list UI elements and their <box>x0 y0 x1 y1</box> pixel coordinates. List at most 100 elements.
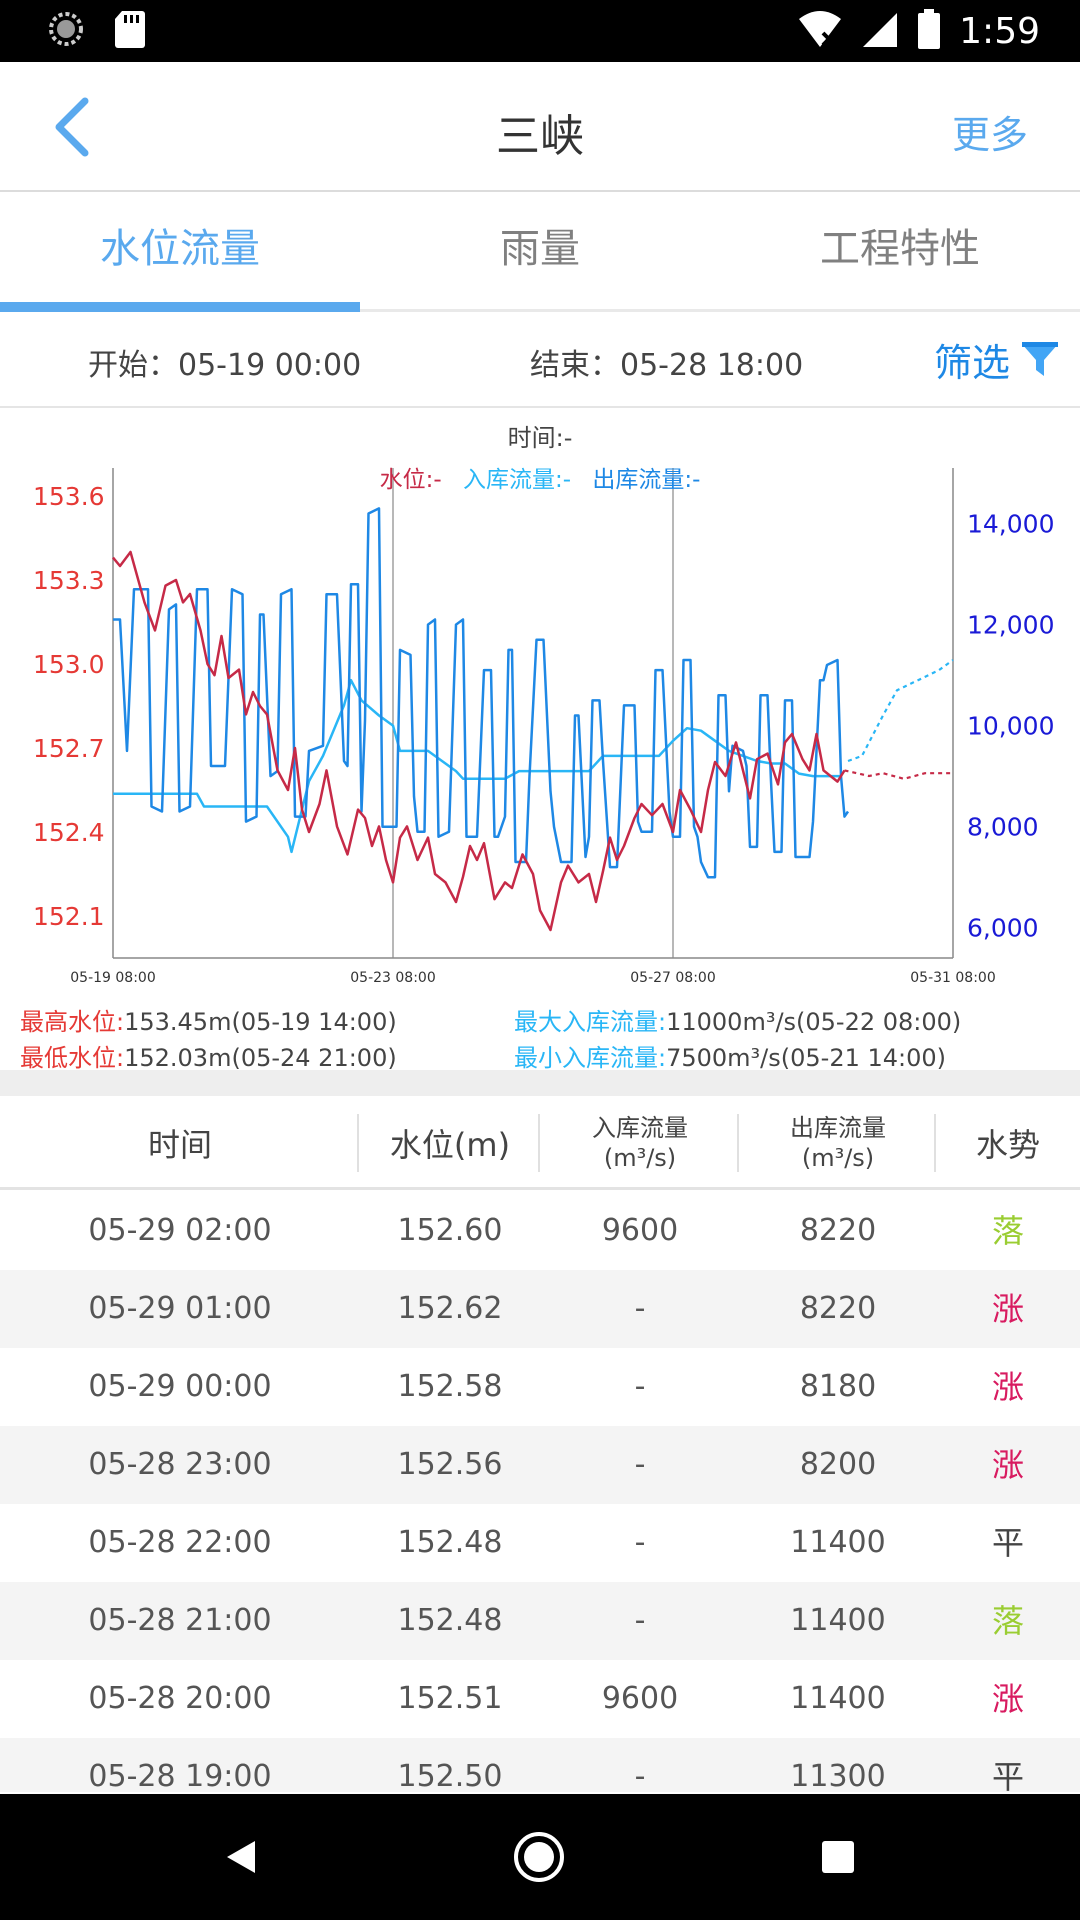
cell-outflow: 11400 <box>790 1681 886 1716</box>
cell-inflow: - <box>634 1291 646 1326</box>
status-bar: 1:59 <box>0 0 1080 62</box>
chart-stats: 最高水位:153.45m(05-19 14:00) 最低水位:152.03m(0… <box>0 1000 1080 1073</box>
cell-time: 05-29 01:00 <box>88 1291 272 1326</box>
y-left-tick-label: 152.1 <box>33 902 105 931</box>
stat-max-inflow: 最大入库流量:11000m³/s(05-22 08:00) <box>514 1002 961 1037</box>
cell-trend: 落 <box>991 1212 1024 1250</box>
end-time[interactable]: 结束：05-28 18:00 <box>530 348 804 383</box>
cell-outflow: 11300 <box>790 1759 886 1792</box>
series-water-level-line <box>112 550 846 932</box>
cell-level: 152.62 <box>397 1291 503 1326</box>
cell-level: 152.50 <box>397 1759 503 1792</box>
cell-outflow: 8220 <box>799 1291 877 1326</box>
start-time[interactable]: 开始：05-19 00:00 <box>88 348 362 383</box>
cell-time: 05-28 19:00 <box>88 1759 272 1792</box>
header-outflow: 出库流量 (m³/s) <box>740 1096 936 1190</box>
table-row[interactable]: 05-29 00:00 152.58 - 8180 涨 <box>0 1348 1080 1426</box>
cell-trend: 涨 <box>991 1446 1024 1484</box>
header-inflow-title: 入库流量 <box>592 1114 688 1142</box>
series-inflow-forecast-line <box>847 659 954 763</box>
header-divider <box>737 1114 739 1172</box>
stat-value: 152.03m(05-24 21:00) <box>124 1044 397 1072</box>
header-outflow-unit: (m³/s) <box>801 1144 875 1172</box>
header-level: 水位(m) <box>389 1126 511 1164</box>
nav-recents-button[interactable] <box>803 1822 873 1892</box>
table-row[interactable]: 05-28 21:00 152.48 - 11400 落 <box>0 1582 1080 1660</box>
battery-icon <box>917 9 941 53</box>
table-row[interactable]: 05-28 22:00 152.48 - 11400 平 <box>0 1504 1080 1582</box>
stat-value: 153.45m(05-19 14:00) <box>124 1008 397 1036</box>
tab-label: 雨量 <box>500 226 580 272</box>
cell-time: 05-29 00:00 <box>88 1369 272 1404</box>
circle-home-icon <box>514 1832 564 1882</box>
stat-min-inflow: 最小入库流量:7500m³/s(05-21 14:00) <box>514 1038 946 1073</box>
cell-inflow: - <box>634 1603 646 1638</box>
table-row[interactable]: 05-28 19:00 152.50 - 11300 平 <box>0 1738 1080 1792</box>
cell-inflow: - <box>634 1447 646 1482</box>
tab-rainfall[interactable]: 雨量 <box>360 194 720 309</box>
y-right-tick-label: 8,000 <box>967 813 1039 842</box>
header-divider <box>538 1114 540 1172</box>
legend-outflow: 出库流量:- <box>592 467 701 493</box>
header-outflow-title: 出库流量 <box>790 1114 886 1142</box>
table-row[interactable]: 05-29 02:00 152.60 9600 8220 落 <box>0 1192 1080 1270</box>
status-time: 1:59 <box>959 10 1040 52</box>
more-button[interactable]: 更多 <box>951 113 1028 157</box>
tab-label: 工程特性 <box>820 226 980 272</box>
table-header: 时间 水位(m) 入库流量 (m³/s) 出库流量 (m³/s) 水势 <box>0 1096 1080 1190</box>
chart-time-readout: 时间:- <box>507 424 573 452</box>
stat-label: 最高水位: <box>20 1008 125 1036</box>
table-row[interactable]: 05-28 20:00 152.51 9600 11400 涨 <box>0 1660 1080 1738</box>
app-header: 三峡 更多 <box>0 62 1080 192</box>
y-left-tick-label: 153.0 <box>33 650 105 679</box>
cell-inflow: - <box>634 1525 646 1560</box>
y-right-tick-label: 10,000 <box>967 712 1054 741</box>
cell-trend: 平 <box>991 1758 1024 1792</box>
y-right-tick-label: 14,000 <box>967 510 1054 539</box>
tab-engineering-features[interactable]: 工程特性 <box>720 194 1080 309</box>
filter-label: 筛选 <box>933 341 1010 385</box>
chevron-left-icon <box>55 97 89 157</box>
header-inflow-unit: (m³/s) <box>603 1144 677 1172</box>
y-left-tick-label: 152.4 <box>33 818 105 847</box>
cell-level: 152.58 <box>397 1369 503 1404</box>
stat-min-level: 最低水位:152.03m(05-24 21:00) <box>20 1038 397 1073</box>
nav-home-button[interactable] <box>504 1822 574 1892</box>
tab-label: 水位流量 <box>100 226 260 272</box>
y-left-tick-label: 153.3 <box>33 566 105 595</box>
stat-value: 11000m³/s(05-22 08:00) <box>666 1008 962 1036</box>
square-recents-icon <box>822 1841 854 1873</box>
series-outflow-line <box>113 507 850 879</box>
cell-inflow: 9600 <box>601 1681 679 1716</box>
back-button[interactable] <box>36 92 106 162</box>
chart-canvas[interactable]: 05-19 08:00 05-23 08:00 05-27 08:00 05-31 0… <box>0 410 1080 1000</box>
stat-label: 最低水位: <box>20 1044 125 1072</box>
header-trend: 水势 <box>975 1126 1040 1164</box>
table-row[interactable]: 05-28 23:00 152.56 - 8200 涨 <box>0 1426 1080 1504</box>
nav-back-button[interactable] <box>206 1822 276 1892</box>
data-table[interactable]: 05-29 02:00 152.60 9600 8220 落 05-29 01:00 152… <box>0 1192 1080 1792</box>
cell-inflow: - <box>634 1759 646 1792</box>
page-title: 三峡 <box>496 111 584 162</box>
series-water-level-forecast-line <box>844 769 953 780</box>
legend-inflow: 入库流量:- <box>462 467 572 493</box>
cell-time: 05-28 23:00 <box>88 1447 272 1482</box>
stat-label: 最大入库流量: <box>514 1008 667 1036</box>
cell-signal-icon <box>861 9 899 53</box>
tab-water-level-flow[interactable]: 水位流量 <box>0 194 360 312</box>
table-row[interactable]: 05-29 01:00 152.62 - 8220 涨 <box>0 1270 1080 1348</box>
filter-button[interactable]: 筛选 <box>934 332 1060 387</box>
cell-level: 152.56 <box>397 1447 503 1482</box>
cell-outflow: 8220 <box>799 1213 877 1248</box>
cell-trend: 平 <box>991 1524 1024 1562</box>
stat-label: 最小入库流量: <box>514 1044 667 1072</box>
x-tick-label: 05-31 08:00 <box>910 970 995 986</box>
cell-outflow: 11400 <box>790 1525 886 1560</box>
cell-level: 152.48 <box>397 1603 503 1638</box>
cell-trend: 涨 <box>991 1290 1024 1328</box>
stat-value: 7500m³/s(05-21 14:00) <box>666 1044 947 1072</box>
y-left-tick-label: 152.7 <box>33 734 105 763</box>
cell-level: 152.48 <box>397 1525 503 1560</box>
sd-card-icon <box>114 9 146 53</box>
cell-level: 152.51 <box>397 1681 503 1716</box>
